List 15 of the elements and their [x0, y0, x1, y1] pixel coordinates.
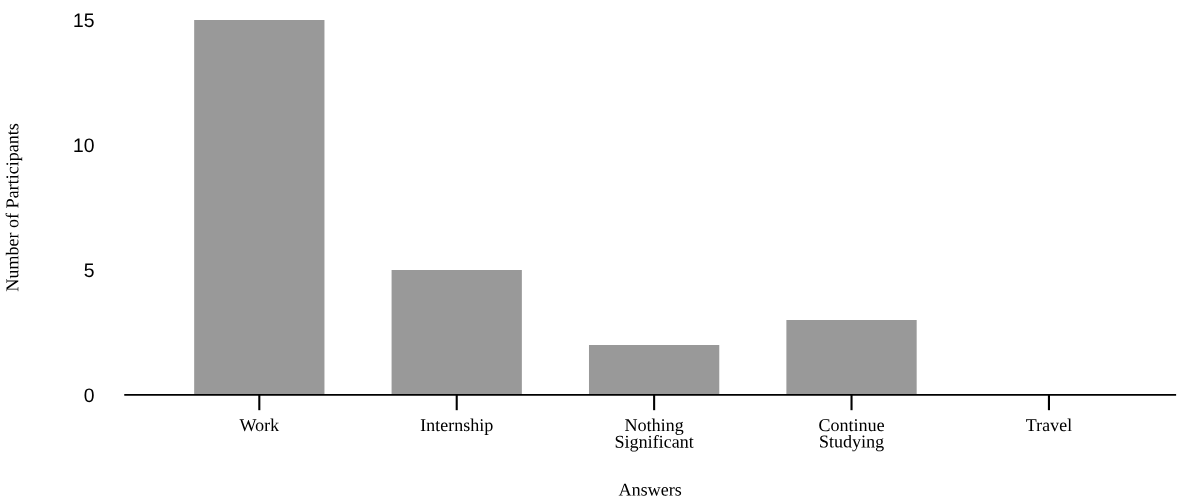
- bar: [786, 319, 917, 395]
- bar: [588, 344, 720, 395]
- y-tick-label: 15: [74, 13, 94, 28]
- x-axis-title: Answers: [618, 483, 682, 496]
- y-tick-label: 10: [74, 138, 94, 153]
- y-axis-title: Number of Participants: [5, 123, 23, 292]
- x-tick-label: Continue Studying: [819, 419, 885, 452]
- x-tick-label: Travel: [1026, 418, 1072, 432]
- bar: [391, 269, 522, 395]
- y-tick-label: 0: [84, 388, 94, 403]
- y-tick-label: 5: [84, 263, 94, 278]
- x-tick-label: Internship: [420, 418, 493, 435]
- x-tick-label: Nothing Significant: [615, 418, 694, 452]
- x-tick-label: Work: [239, 418, 280, 432]
- bar: [194, 19, 325, 395]
